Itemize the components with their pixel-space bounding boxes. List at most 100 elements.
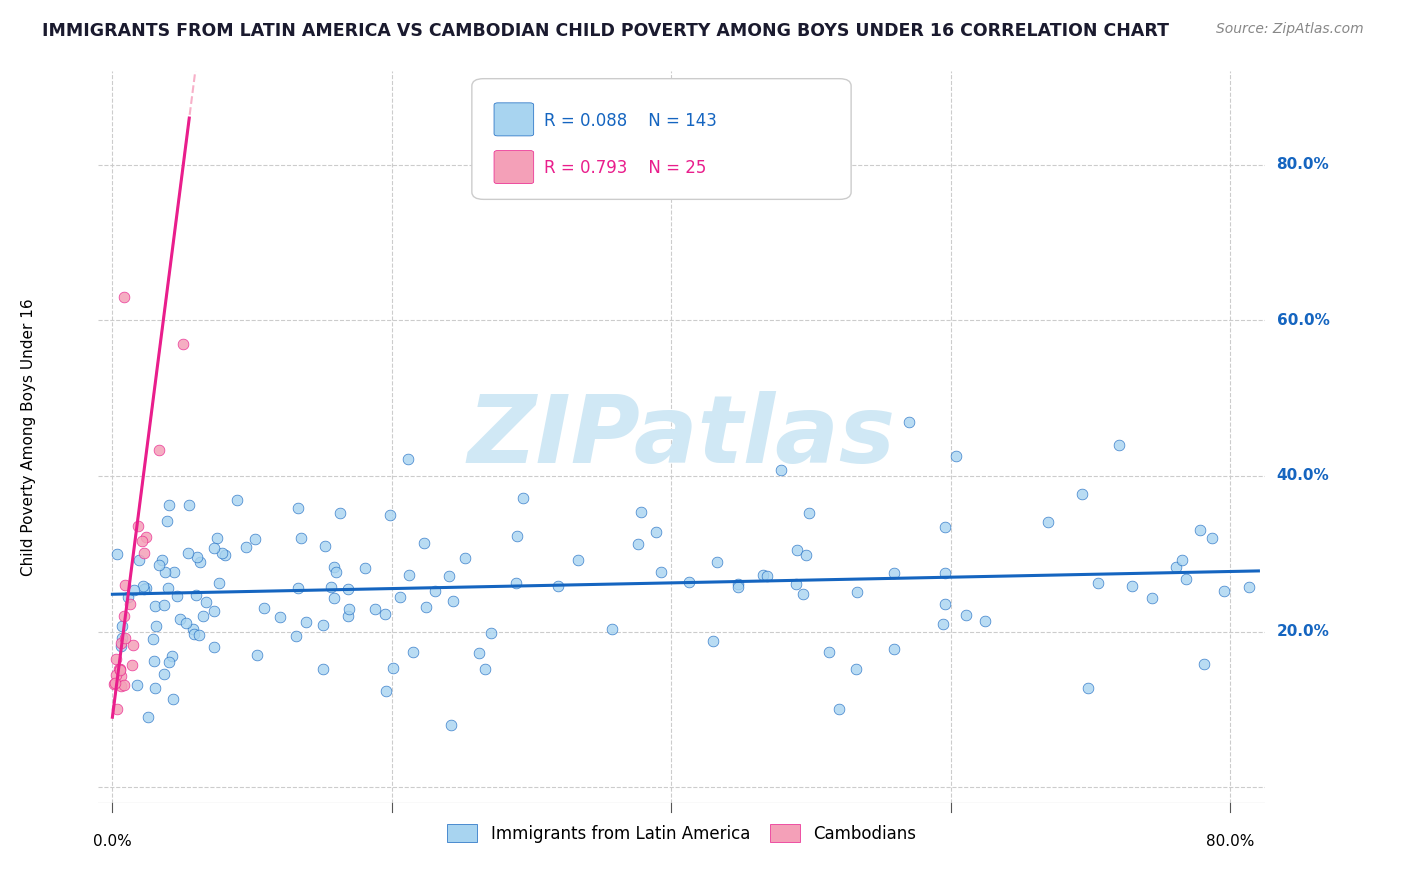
Point (121, 658, 143, 673)
Point (512, 491, 534, 506)
Point (378, 508, 401, 522)
Point (181, 622, 204, 636)
Point (437, 568, 460, 582)
Point (645, 525, 668, 540)
Point (132, 579, 155, 593)
FancyBboxPatch shape (494, 103, 534, 136)
Point (177, 498, 200, 512)
Point (111, 618, 134, 632)
Point (374, 607, 396, 622)
Text: ZIPatlas: ZIPatlas (468, 391, 896, 483)
Point (128, 553, 150, 567)
Point (245, 532, 267, 546)
Point (163, 565, 186, 579)
Point (973, 614, 995, 628)
Point (105, 702, 128, 716)
Point (389, 590, 412, 604)
Point (122, 582, 145, 597)
Point (132, 546, 155, 560)
Point (934, 566, 956, 581)
Point (145, 618, 167, 632)
Point (246, 648, 269, 662)
Point (323, 591, 346, 606)
Point (423, 583, 446, 598)
Point (295, 615, 318, 629)
Text: 80.0%: 80.0% (1277, 157, 1329, 172)
FancyBboxPatch shape (494, 151, 534, 184)
Point (547, 579, 569, 593)
Point (110, 636, 132, 650)
Point (191, 609, 214, 624)
Point (727, 576, 749, 591)
Point (114, 631, 136, 645)
Point (183, 627, 205, 641)
Text: R = 0.088    N = 143: R = 0.088 N = 143 (544, 112, 717, 130)
Point (143, 599, 166, 614)
Point (150, 553, 173, 567)
Point (415, 600, 437, 615)
Point (797, 507, 820, 521)
Point (1036, 515, 1059, 529)
Point (157, 498, 180, 512)
Point (627, 536, 650, 550)
Point (1142, 591, 1164, 606)
Point (208, 575, 231, 590)
Point (314, 540, 336, 554)
Point (112, 290, 135, 304)
Point (1237, 580, 1260, 594)
Point (287, 582, 309, 596)
Point (202, 640, 225, 654)
Point (166, 589, 188, 603)
Text: 20.0%: 20.0% (1277, 624, 1330, 639)
Point (506, 529, 529, 543)
Point (112, 608, 135, 623)
Point (202, 604, 225, 618)
Text: Source: ZipAtlas.com: Source: ZipAtlas.com (1216, 22, 1364, 37)
Point (325, 566, 347, 580)
Point (176, 616, 198, 631)
Point (131, 534, 153, 549)
Point (792, 587, 814, 601)
Point (290, 531, 312, 545)
Text: 80.0%: 80.0% (1206, 834, 1254, 849)
Point (650, 565, 672, 579)
Point (934, 520, 956, 534)
Text: R = 0.793    N = 25: R = 0.793 N = 25 (544, 159, 707, 177)
Point (505, 576, 527, 591)
Point (153, 666, 176, 681)
Point (202, 541, 225, 556)
Point (169, 612, 191, 626)
Point (142, 632, 165, 646)
Point (1213, 584, 1236, 599)
Point (600, 623, 623, 637)
Point (134, 582, 156, 596)
Point (105, 652, 128, 666)
Point (108, 662, 131, 676)
Point (474, 662, 496, 676)
Point (1077, 681, 1099, 696)
Point (138, 710, 160, 724)
Point (945, 449, 967, 463)
Point (1201, 532, 1223, 546)
Point (443, 594, 465, 608)
Point (127, 519, 149, 533)
Point (112, 678, 135, 692)
Point (105, 547, 128, 561)
Point (322, 560, 344, 574)
Point (398, 567, 420, 582)
Point (186, 550, 208, 565)
Point (135, 530, 157, 544)
Point (786, 542, 808, 557)
Point (135, 582, 157, 596)
Point (114, 577, 136, 591)
Point (454, 551, 477, 566)
Point (157, 655, 180, 669)
Point (143, 681, 166, 695)
Point (103, 676, 125, 690)
Point (111, 632, 134, 646)
Point (818, 645, 841, 659)
Point (127, 678, 149, 692)
Point (172, 336, 194, 351)
Point (845, 584, 868, 599)
Point (794, 548, 817, 562)
